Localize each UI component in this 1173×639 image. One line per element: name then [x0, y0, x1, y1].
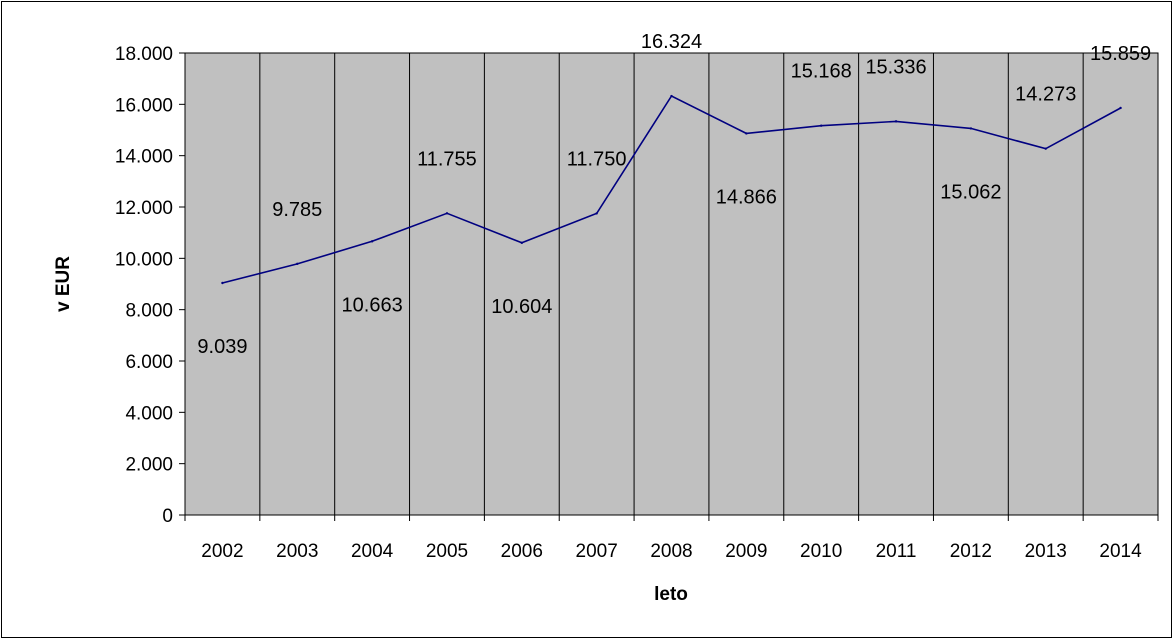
- data-label: 15.336: [865, 56, 926, 78]
- y-tick-label: 0: [162, 506, 173, 527]
- x-tick-label: 2012: [950, 541, 992, 562]
- y-tick-label: 10.000: [115, 249, 173, 270]
- data-labels: 9.039 9.785 10.663 11.755 10.604 11.750 16.324…: [197, 31, 1151, 358]
- data-label: 14.273: [1015, 84, 1076, 106]
- x-tick-label: 2014: [1099, 541, 1142, 562]
- data-point: [969, 127, 973, 130]
- y-tick-label: 8.000: [125, 301, 173, 322]
- data-point: [221, 281, 224, 285]
- data-label: 15.062: [940, 181, 1001, 203]
- y-tick-label: 2.000: [125, 455, 173, 476]
- x-tick-label: 2003: [276, 541, 318, 562]
- x-tick-label: 2007: [576, 541, 618, 562]
- plot-area: [184, 52, 1159, 516]
- data-label: 10.604: [491, 296, 552, 318]
- x-tick-label: 2009: [725, 541, 767, 562]
- x-tick-label: 2011: [876, 541, 917, 562]
- data-point: [370, 240, 374, 243]
- data-point: [296, 262, 299, 266]
- data-label: 15.859: [1090, 43, 1151, 65]
- data-label: 9.039: [197, 336, 247, 358]
- y-tick-label: 12.000: [115, 198, 173, 219]
- data-point: [745, 132, 748, 135]
- data-point: [894, 120, 898, 123]
- y-tick-label: 16.000: [115, 95, 173, 116]
- x-tick-label: 2002: [201, 541, 243, 562]
- x-tick-label: 2006: [501, 541, 543, 562]
- grid-lines: [259, 53, 1084, 515]
- data-point: [520, 241, 524, 245]
- y-tick-label: 6.000: [125, 352, 173, 373]
- data-label: 10.663: [342, 294, 403, 316]
- data-label: 11.755: [417, 148, 477, 170]
- x-tick-label: 2013: [1025, 541, 1067, 562]
- x-axis-title: leto: [654, 584, 688, 605]
- data-point: [445, 212, 449, 215]
- data-point: [595, 212, 598, 215]
- data-point: [819, 124, 823, 127]
- data-point: [670, 94, 673, 98]
- x-tick-label: 2008: [650, 541, 692, 562]
- y-tick-label: 14.000: [115, 147, 173, 168]
- y-tick-label: 4.000: [125, 403, 173, 424]
- data-label: 15.168: [791, 61, 852, 83]
- series-line: [221, 94, 1122, 285]
- y-axis-title: v EUR: [53, 256, 74, 312]
- x-tick-label: 2005: [426, 541, 468, 562]
- data-point: [1044, 147, 1047, 150]
- data-label: 16.324: [641, 31, 702, 53]
- x-tick-label: 2010: [800, 541, 842, 562]
- axes: [179, 52, 1159, 521]
- data-label: 9.785: [272, 199, 322, 221]
- x-tick-label: 2004: [351, 541, 394, 562]
- data-label: 14.866: [716, 186, 777, 208]
- y-tick-label: 18.000: [115, 44, 173, 65]
- data-label: 11.750: [567, 148, 627, 170]
- data-point: [1119, 106, 1122, 110]
- tick-labels: 0 2.000 4.000 6.000 8.000 10.000 12.000 14.000 1…: [115, 44, 1142, 562]
